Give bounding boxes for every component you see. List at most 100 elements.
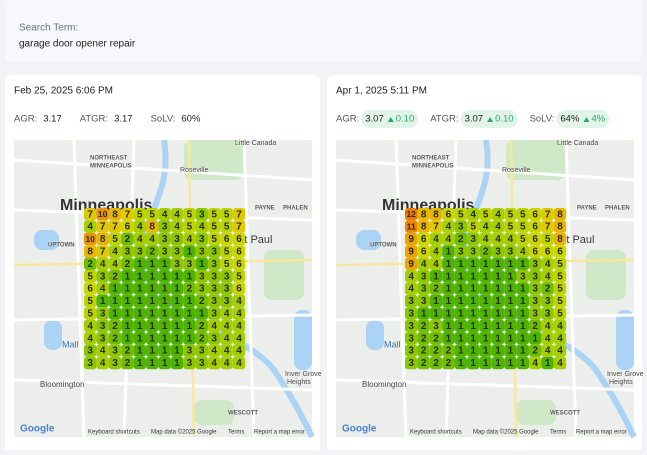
rank-cell (170, 319, 184, 332)
rank-cell (454, 356, 467, 370)
search-label: Search Term: (19, 23, 78, 34)
rank-cell (467, 294, 480, 308)
rank-cell (541, 232, 554, 246)
rank-cell (183, 245, 196, 258)
rank-number: 3 (162, 234, 168, 245)
rank-number: 4 (224, 309, 230, 320)
rank-number: 5 (557, 284, 563, 295)
rank-cell (454, 270, 467, 283)
rank-number: 3 (224, 296, 230, 307)
rank-cell (108, 356, 122, 370)
rank-cell (429, 270, 443, 283)
rank-number: 3 (211, 259, 217, 270)
rank-cell (133, 270, 146, 283)
rank-number: 3 (162, 222, 168, 233)
rank-cell (208, 245, 221, 258)
rank-number: 4 (100, 346, 106, 357)
rank-number: 2 (125, 234, 131, 245)
rank-number: 3 (199, 209, 205, 220)
rank-number: 3 (408, 309, 414, 320)
rank-cell (220, 319, 233, 332)
rank-number: 3 (458, 222, 464, 233)
map-label: Inver Grove (607, 371, 644, 378)
rank-cell (541, 245, 554, 258)
rank-number: 1 (520, 358, 526, 369)
road (394, 139, 408, 438)
rank-cell (232, 332, 246, 345)
rank-number: 6 (125, 222, 131, 233)
rank-cell (208, 344, 221, 357)
map-area (366, 320, 384, 350)
rank-cell (529, 270, 542, 283)
rank-cell (170, 208, 184, 221)
rank-cell (491, 270, 505, 283)
rank-number: 1 (520, 321, 526, 332)
rank-cell (84, 356, 97, 370)
rank-number: 3 (545, 309, 551, 320)
rank-cell (553, 220, 567, 233)
rank-number: 2 (199, 333, 205, 344)
rank-cell (121, 307, 134, 320)
rank-number: 3 (532, 309, 538, 320)
rank-number: 6 (532, 234, 538, 245)
map-label: Heights (287, 379, 311, 386)
rank-number: 2 (433, 333, 439, 344)
rank-number: 7 (545, 222, 551, 233)
rank-cell (529, 245, 542, 258)
rank-number: 2 (421, 346, 427, 357)
map-label: Mall (62, 339, 79, 349)
rank-number: 1 (458, 321, 464, 332)
rank-cell (133, 319, 146, 332)
rank-cell (405, 245, 418, 258)
rank-number: 4 (545, 346, 551, 357)
rank-number: 1 (495, 358, 501, 369)
rank-cell (108, 232, 122, 246)
map-area (264, 250, 304, 300)
rank-number: 5 (483, 209, 489, 220)
rank-number: 4 (520, 247, 526, 258)
rank-number: 2 (87, 259, 93, 270)
rank-cell (405, 208, 418, 221)
rank-cell (529, 307, 542, 320)
rank-cell (146, 208, 159, 221)
rank-cell (417, 257, 430, 270)
rank-cell (195, 294, 208, 308)
rank-cell (541, 332, 554, 345)
rank-cell (183, 282, 196, 295)
metric-label: ATGR: (80, 114, 108, 125)
rank-cell (195, 344, 208, 357)
rank-number: 4 (236, 346, 242, 357)
rank-number: 4 (224, 333, 230, 344)
rank-number: 1 (433, 296, 439, 307)
rank-number: 1 (112, 296, 118, 307)
rank-cell (84, 282, 97, 295)
rank-number: 1 (470, 309, 476, 320)
map-footer: Google (342, 424, 377, 435)
rank-cell (121, 356, 134, 370)
rank-number: 3 (199, 358, 205, 369)
rank-cell (553, 319, 567, 332)
rank-cell (146, 356, 159, 370)
rank-cell (183, 332, 196, 345)
rank-cell (84, 220, 97, 233)
rank-cell (516, 282, 529, 295)
rank-cell (553, 208, 567, 221)
rank-number: 1 (149, 271, 155, 282)
rank-cell (442, 344, 455, 357)
rank-number: 1 (446, 259, 452, 270)
map-label: Little Canada (557, 140, 598, 147)
rank-cell (158, 208, 171, 221)
rank-number: 1 (483, 309, 489, 320)
rank-cell (405, 270, 418, 283)
rank-cell (146, 344, 159, 357)
rank-cell (195, 282, 208, 295)
rank-number: 2 (125, 346, 131, 357)
rank-cell (220, 257, 233, 270)
rank-number: 3 (187, 259, 193, 270)
rank-cell (442, 307, 455, 320)
rank-cell (208, 356, 221, 370)
rank-cell (429, 257, 443, 270)
rank-number: 4 (236, 309, 242, 320)
rank-number: 8 (421, 222, 427, 233)
